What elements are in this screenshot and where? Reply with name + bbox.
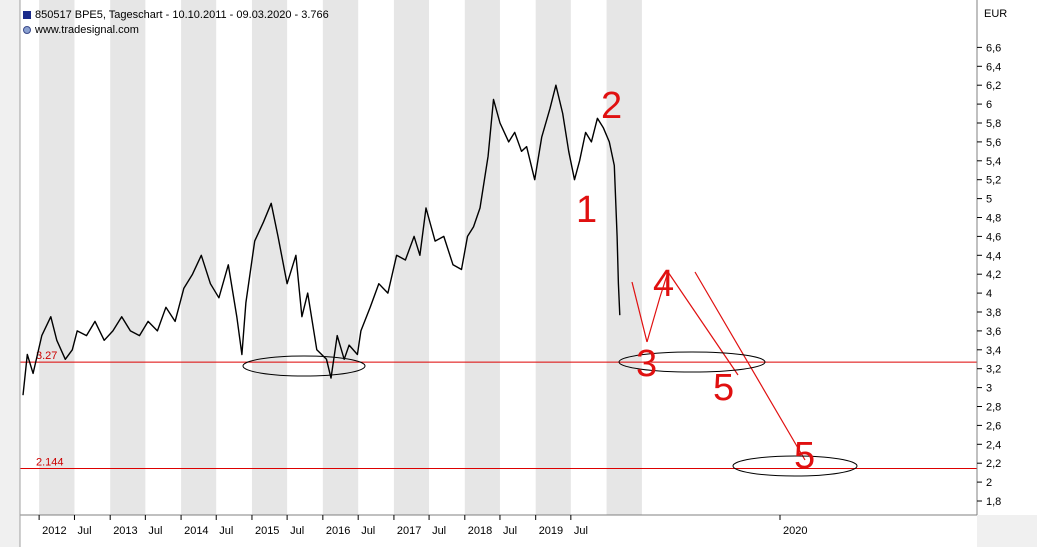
globe-icon (23, 26, 31, 35)
y-tick-label: 3,6 (986, 326, 1001, 338)
source-url-text: www.tradesignal.com (35, 24, 139, 36)
year-band (110, 0, 146, 515)
source-url: www.tradesignal.com (23, 24, 139, 36)
y-tick-label: 4 (986, 288, 992, 300)
annotations: 1 2 3 4 5 5 (242, 85, 858, 477)
projection-line (659, 271, 669, 298)
chart-title: 850517 BPE5, Tageschart - 10.10.2011 - 0… (23, 9, 329, 21)
projection-line (667, 271, 739, 376)
support-lines: 3.27 2.144 (20, 350, 977, 469)
wave-label: 1 (576, 189, 597, 231)
currency-label: EUR (984, 8, 1008, 20)
x-tick-label: 2013 (113, 525, 137, 537)
projection-line (631, 281, 648, 343)
y-tick-label: 3,2 (986, 364, 1001, 376)
y-tick-label: 2,8 (986, 402, 1001, 414)
y-tick-label: 5,6 (986, 137, 1001, 149)
y-tick-label: 6 (986, 99, 992, 111)
year-band (393, 0, 430, 515)
support-ellipse (618, 351, 766, 373)
projection-line (646, 296, 661, 343)
axis-corner (977, 515, 1037, 547)
wave-label: 3 (636, 343, 657, 385)
x-tick-label: 2015 (255, 525, 279, 537)
x-tick-label: Jul (290, 525, 304, 537)
x-tick-label: 2019 (539, 525, 563, 537)
wave-label: 4 (653, 263, 674, 305)
year-bands (39, 0, 642, 515)
x-tick-label: Jul (361, 525, 375, 537)
x-tick-label: 2012 (42, 525, 66, 537)
instrument-icon (23, 11, 31, 20)
x-tick-label: Jul (148, 525, 162, 537)
x-tick-label: Jul (219, 525, 233, 537)
x-tick-label: 2014 (184, 525, 208, 537)
year-band (322, 0, 359, 515)
y-tick-label: 2 (986, 477, 992, 489)
wave-label: 2 (601, 85, 622, 127)
x-tick-label: 2020 (783, 525, 807, 537)
x-tick-label: Jul (77, 525, 91, 537)
y-tick-label: 4,4 (986, 250, 1001, 262)
y-tick-label: 2,4 (986, 439, 1001, 451)
left-margin (0, 0, 20, 547)
y-tick-label: 1,8 (986, 496, 1001, 508)
price-series (22, 84, 621, 396)
x-tick-label: 2016 (326, 525, 350, 537)
y-tick-label: 4,2 (986, 269, 1001, 281)
y-tick-label: 5,2 (986, 175, 1001, 187)
y-tick-label: 3 (986, 383, 992, 395)
year-band (181, 0, 217, 515)
x-axis: 2012 Jul 2013 Jul 2014 Jul 2015 Jul 2016 Jul 2017 J… (38, 515, 807, 537)
y-tick-label: 4,6 (986, 231, 1001, 243)
y-tick-label: 5,8 (986, 118, 1001, 130)
x-tick-label: Jul (503, 525, 517, 537)
y-tick-label: 3,8 (986, 307, 1001, 319)
support-label: 2.144 (36, 456, 64, 468)
support-label: 3.27 (36, 350, 57, 362)
y-tick-label: 2,2 (986, 458, 1001, 470)
price-axis-panel (977, 0, 1037, 515)
y-tick-label: 5,4 (986, 156, 1001, 168)
y-axis: 6,6 6,4 6,2 6 5,8 5,6 5,4 5,2 5 4,8 4,6 4,4 4,2 4 3,8 3… (977, 42, 1001, 508)
year-band (464, 0, 500, 515)
y-tick-label: 5 (986, 194, 992, 206)
year-band (251, 0, 288, 515)
chart-title-text: 850517 BPE5, Tageschart - 10.10.2011 - 0… (35, 9, 329, 21)
price-line (22, 84, 621, 396)
y-tick-label: 6,2 (986, 80, 1001, 92)
projection-line (694, 271, 806, 461)
support-ellipse (732, 455, 858, 477)
y-tick-label: 3,4 (986, 345, 1001, 357)
year-band (39, 0, 75, 515)
time-axis-panel (20, 515, 977, 547)
y-tick-label: 2,6 (986, 420, 1001, 432)
year-band (535, 0, 571, 515)
y-tick-label: 6,4 (986, 61, 1001, 73)
wave-label: 5 (713, 367, 734, 409)
year-band (606, 0, 642, 515)
x-tick-label: 2017 (397, 525, 421, 537)
wave-label: 5 (794, 435, 815, 477)
support-ellipse (242, 355, 366, 377)
y-tick-label: 6,6 (986, 42, 1001, 54)
x-tick-label: Jul (574, 525, 588, 537)
x-tick-label: Jul (432, 525, 446, 537)
y-tick-label: 4,8 (986, 213, 1001, 225)
x-tick-label: 2018 (468, 525, 492, 537)
